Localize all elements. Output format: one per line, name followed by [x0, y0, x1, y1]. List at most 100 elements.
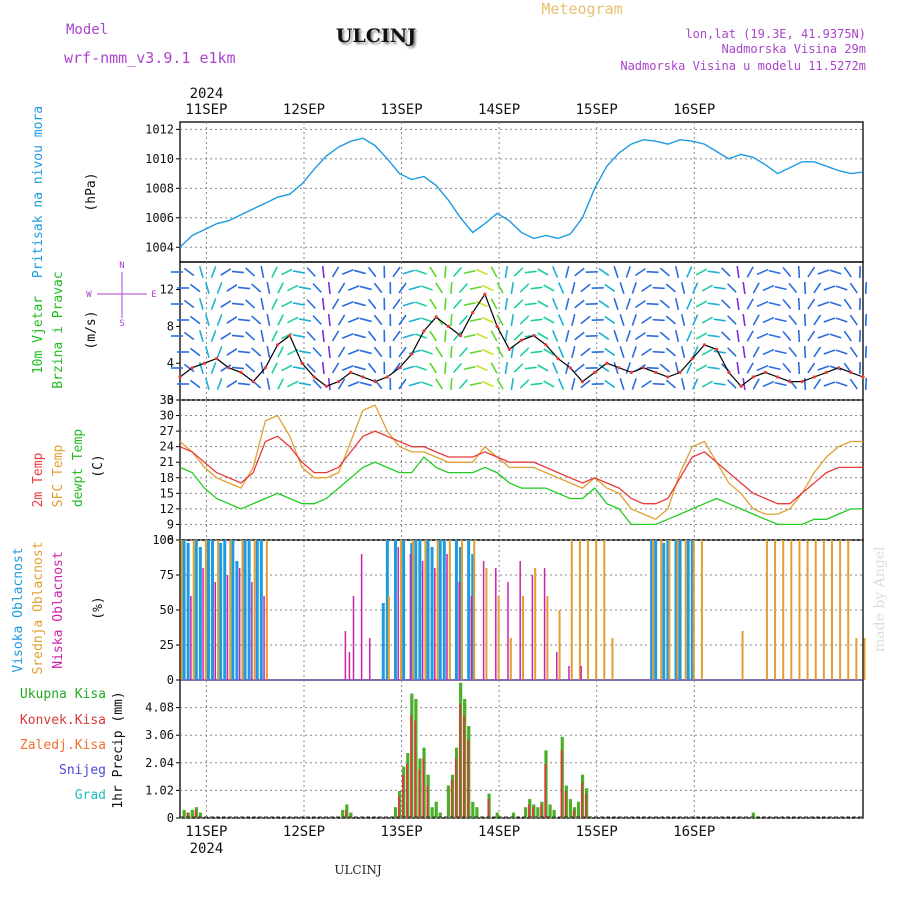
bottom-day-label: 13SEP [380, 824, 422, 840]
wind-arrow [692, 282, 699, 294]
wind-arrow [198, 330, 204, 342]
y-tick-label: 1010 [145, 152, 174, 166]
model-elevation-text: Nadmorska Visina u modelu 11.5272m [620, 59, 866, 73]
bottom-day-label: 12SEP [283, 824, 325, 840]
wind-arrow [707, 270, 720, 274]
wind-speed-point [678, 370, 682, 374]
wind-arrow [558, 282, 565, 294]
cloud-bar-0 [385, 540, 389, 680]
wind-arrow [619, 314, 625, 326]
wind-speed-point [312, 375, 316, 379]
wind-speed-point [788, 380, 792, 384]
wind-arrow [674, 265, 680, 279]
wind-arrow [788, 346, 798, 358]
wind-arrow [452, 298, 463, 310]
wind-arrow [463, 333, 476, 339]
wind-arrow [674, 361, 680, 375]
wind-arrow [537, 300, 549, 308]
cloud-bar-0 [467, 540, 471, 680]
y-tick-label: 1.02 [145, 783, 174, 797]
elevation-text: Nadmorska Visina 29m [722, 42, 867, 56]
wind-arrow [337, 282, 346, 294]
wind-arrow [452, 362, 463, 374]
wind-arrow [204, 346, 210, 358]
wind-arrow [347, 317, 360, 323]
wind-arrow [659, 267, 670, 277]
wind-speed-point [690, 357, 694, 361]
cloud-bar-1 [863, 638, 866, 680]
wind-arrow [829, 333, 842, 339]
wind-arrow [353, 301, 366, 307]
wind-arrow [727, 315, 737, 325]
cloud-bar-1 [806, 540, 809, 680]
wind-speed-point [837, 366, 841, 370]
top-day-label: 11SEP [185, 102, 227, 118]
wind-arrow [287, 380, 299, 388]
wind-arrow [727, 283, 737, 293]
wind-arrow [752, 346, 760, 358]
wind-arrow [807, 362, 816, 374]
wind-arrow [482, 316, 494, 324]
cloud-bar-2 [352, 596, 355, 680]
wind-arrow [415, 269, 427, 275]
wind-speed-point [190, 366, 194, 370]
wind-arrow [367, 330, 377, 342]
wind-arrow [519, 283, 530, 293]
wind-arrow [713, 318, 726, 322]
precip-conv-bar [414, 720, 417, 818]
wind-arrow [435, 378, 444, 390]
wind-arrow [574, 363, 585, 373]
cloud-bar-0 [381, 603, 385, 680]
wind-arrow [331, 298, 340, 310]
wind-arrow [782, 266, 792, 278]
wind-ylabel-2: Brzina i Pravac [51, 271, 66, 388]
wind-arrow [513, 299, 524, 309]
precip-total-bar [182, 809, 186, 818]
wind-arrow [756, 300, 769, 308]
wind-arrow [260, 329, 265, 343]
wind-arrow [452, 266, 463, 278]
wind-arrow [210, 298, 217, 310]
wind-arrow [347, 381, 360, 387]
wind-arrow [635, 267, 646, 277]
wind-arrow [625, 266, 631, 278]
precip-conv-bar [544, 763, 547, 818]
precip-conv-bar [345, 809, 347, 818]
wind-arrow [183, 331, 195, 341]
wind-arrow [680, 313, 686, 327]
cloud-bar-0 [654, 540, 658, 680]
wind-arrow [210, 330, 217, 342]
wind-arrow [271, 330, 278, 342]
wind-arrow [421, 317, 433, 323]
wind-arrow [803, 281, 807, 295]
wind-speed-point [214, 357, 219, 361]
cloud-bar-1 [509, 638, 512, 680]
wind-arrow [686, 330, 693, 342]
wind-speed-point [300, 361, 304, 365]
wind-arrow [321, 297, 325, 311]
wind-arrow [686, 266, 693, 278]
cloud-bar-0 [418, 540, 422, 680]
wind-arrow [565, 265, 570, 279]
wind-arrow [226, 316, 238, 324]
wind-speed-point [727, 370, 731, 374]
y-tick-label: 27 [160, 424, 174, 438]
wind-arrow [306, 299, 316, 309]
wind-arrow [613, 362, 619, 374]
precip-total-bar [349, 812, 353, 818]
cloud-bar-2 [519, 561, 521, 680]
cloud-bar-1 [676, 540, 679, 680]
precip-conv-bar [398, 796, 400, 818]
wind-arrow [686, 298, 693, 310]
wind-arrow [402, 333, 415, 339]
wind-arrow [444, 265, 447, 279]
wind-arrow [736, 329, 740, 343]
precip-total-bar [751, 812, 755, 818]
wind-arrow [552, 330, 559, 342]
precip-conv-bar [194, 809, 197, 818]
wind-arrow [287, 284, 299, 292]
cloud-bar-1 [774, 540, 777, 680]
y-tick-label: 1008 [145, 181, 174, 195]
wind-arrow [746, 298, 754, 310]
